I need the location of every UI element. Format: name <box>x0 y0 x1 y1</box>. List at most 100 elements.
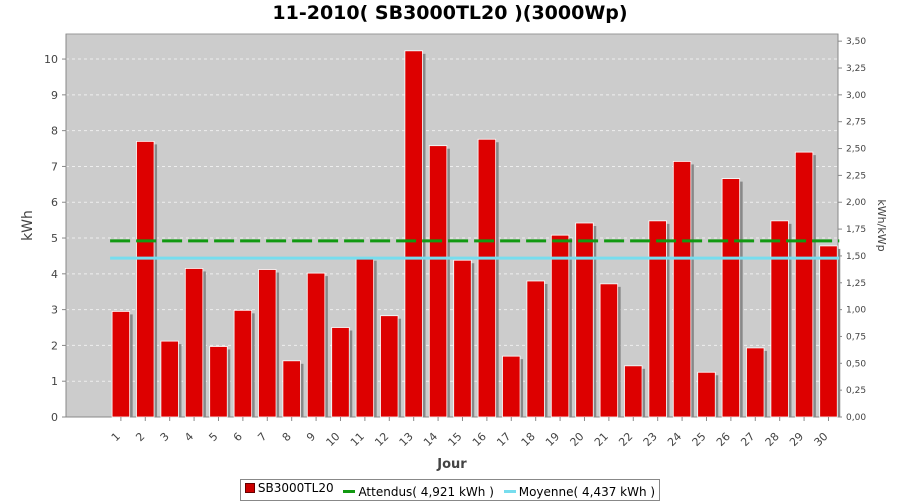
x-tick-label: 5 <box>206 430 220 444</box>
bar <box>355 257 375 418</box>
x-tick-label: 15 <box>446 430 465 449</box>
y2-axis-label: kWh/kWp <box>875 199 888 251</box>
bar <box>331 327 350 418</box>
y-axis-label: kWh <box>20 210 36 241</box>
y-tick-label: 10 <box>44 53 58 66</box>
bar <box>380 315 399 418</box>
bar <box>160 340 179 418</box>
y2-tick-label: 1,50 <box>846 252 866 262</box>
x-tick-label: 22 <box>616 430 635 449</box>
x-tick-label: 6 <box>231 430 245 444</box>
x-tick-label: 12 <box>372 430 391 449</box>
bar <box>404 50 423 418</box>
y-tick-label: 7 <box>51 160 58 173</box>
bar <box>575 222 594 418</box>
x-tick-label: 27 <box>738 430 757 449</box>
y-tick-label: 2 <box>51 339 58 352</box>
x-tick-label: 14 <box>421 430 440 449</box>
bar <box>526 280 545 418</box>
x-tick-label: 28 <box>763 430 782 449</box>
x-tick-label: 11 <box>348 430 367 449</box>
x-tick-label: 20 <box>568 430 587 449</box>
x-tick-label: 7 <box>255 430 269 444</box>
y2-tick-label: 0,50 <box>846 359 866 369</box>
bar <box>794 151 814 418</box>
y2-tick-label: 1,00 <box>846 306 866 316</box>
bar <box>819 245 838 418</box>
bar <box>111 311 131 418</box>
bar <box>233 309 253 418</box>
bar <box>477 138 497 418</box>
y2-tick-label: 3,25 <box>846 64 866 74</box>
legend-swatch-bar <box>244 483 255 493</box>
y2-tick-label: 0,25 <box>846 386 866 396</box>
bar <box>770 220 789 418</box>
y-tick-label: 1 <box>51 375 58 388</box>
x-tick-label: 2 <box>133 430 147 444</box>
chart-title: 11-2010( SB3000TL20 )(3000Wp) <box>272 2 628 24</box>
x-tick-label: 16 <box>470 430 489 449</box>
y2-tick-label: 1,75 <box>846 225 866 235</box>
x-tick-label: 19 <box>543 430 562 449</box>
x-tick-label: 26 <box>714 430 733 449</box>
legend-swatch-attendus <box>343 490 356 493</box>
x-tick-label: 13 <box>397 430 416 449</box>
bar <box>209 346 228 418</box>
legend-item-attendus: Attendus( 4,921 kWh ) <box>343 484 494 499</box>
legend-label-moyenne: Moyenne( 4,437 kWh ) <box>518 484 656 499</box>
bar <box>453 259 472 418</box>
y2-tick-label: 0,00 <box>846 413 866 423</box>
y2-tick-label: 1,25 <box>846 279 866 289</box>
y-tick-label: 6 <box>51 196 58 209</box>
x-axis-label: Jour <box>436 457 467 472</box>
legend: SB3000TL20 Attendus( 4,921 kWh ) Moyenne… <box>0 478 900 501</box>
y2-tick-label: 2,75 <box>846 118 866 128</box>
y-tick-label: 9 <box>51 89 58 102</box>
bar <box>746 347 765 418</box>
x-tick-label: 21 <box>592 430 611 449</box>
y2-tick-label: 0,75 <box>846 332 866 342</box>
legend-swatch-moyenne <box>503 490 516 493</box>
bar <box>258 269 277 418</box>
y-tick-label: 4 <box>51 268 58 281</box>
x-tick-label: 9 <box>304 430 318 444</box>
x-tick-label: 10 <box>324 430 343 449</box>
bar <box>502 355 521 418</box>
x-tick-label: 24 <box>665 430 684 449</box>
x-tick-label: 17 <box>494 430 513 449</box>
bar <box>599 283 619 418</box>
x-tick-label: 3 <box>158 430 172 444</box>
x-tick-label: 25 <box>690 430 709 449</box>
bar <box>697 371 716 418</box>
legend-label-attendus: Attendus( 4,921 kWh ) <box>358 484 494 499</box>
bar <box>624 365 643 418</box>
bar <box>672 161 692 418</box>
bar <box>428 145 448 418</box>
bar <box>306 272 326 418</box>
y2-tick-label: 2,25 <box>846 171 866 181</box>
bar <box>136 140 155 418</box>
y2-tick-label: 3,00 <box>846 91 866 101</box>
legend-item-moyenne: Moyenne( 4,437 kWh ) <box>503 484 656 499</box>
y-tick-label: 8 <box>51 125 58 138</box>
bar <box>648 220 667 418</box>
y-tick-label: 3 <box>51 304 58 317</box>
bar <box>184 268 204 418</box>
x-tick-label: 23 <box>641 430 660 449</box>
x-tick-label: 30 <box>812 430 831 449</box>
y-tick-label: 5 <box>51 232 58 245</box>
x-tick-label: 4 <box>182 430 196 444</box>
x-tick-label: 18 <box>519 430 538 449</box>
y2-tick-label: 2,50 <box>846 145 866 155</box>
x-tick-label: 1 <box>109 430 123 444</box>
legend-item-production: SB3000TL20 <box>244 481 334 495</box>
y2-tick-label: 3,50 <box>846 37 866 47</box>
y-tick-label: 0 <box>51 411 58 424</box>
x-tick-label: 8 <box>280 430 294 444</box>
x-tick-label: 29 <box>787 430 806 449</box>
bar <box>550 234 570 418</box>
bar <box>282 360 301 418</box>
legend-box: SB3000TL20 Attendus( 4,921 kWh ) Moyenne… <box>239 479 661 501</box>
y2-tick-label: 2,00 <box>846 198 866 208</box>
bar <box>721 178 741 418</box>
